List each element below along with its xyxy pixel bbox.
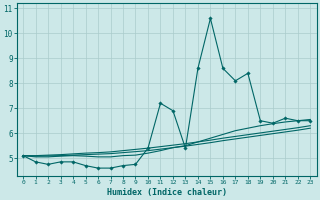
X-axis label: Humidex (Indice chaleur): Humidex (Indice chaleur) — [107, 188, 227, 197]
